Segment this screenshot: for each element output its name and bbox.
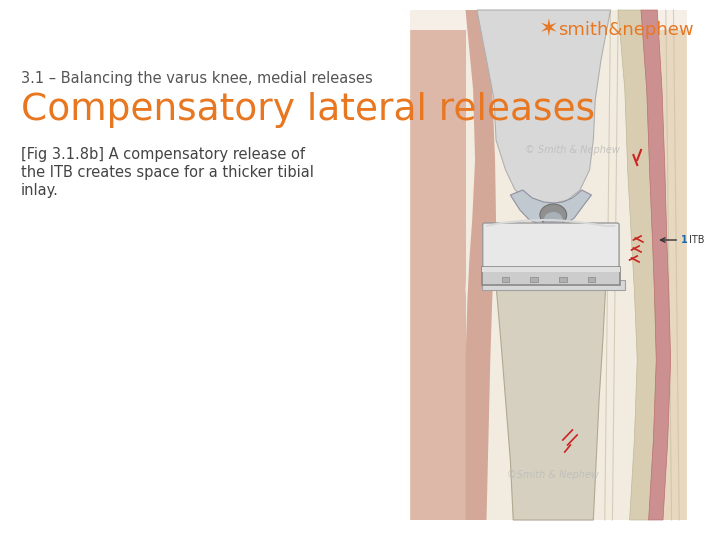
PathPatch shape [487,219,616,227]
Text: the ITB creates space for a thicker tibial: the ITB creates space for a thicker tibi… [21,165,314,180]
Text: ITB: ITB [689,235,704,245]
Text: 3.1 – Balancing the varus knee, medial releases: 3.1 – Balancing the varus knee, medial r… [21,71,373,85]
Ellipse shape [540,204,567,226]
PathPatch shape [510,190,591,226]
Text: [Fig 3.1.8b] A compensatory release of: [Fig 3.1.8b] A compensatory release of [21,147,305,163]
PathPatch shape [618,10,657,520]
PathPatch shape [466,10,496,520]
FancyBboxPatch shape [588,277,595,282]
Text: ✶: ✶ [539,18,559,42]
FancyBboxPatch shape [559,277,567,282]
Ellipse shape [544,212,563,228]
PathPatch shape [641,30,687,520]
FancyBboxPatch shape [482,267,620,272]
Text: 1: 1 [681,235,688,245]
FancyBboxPatch shape [502,277,509,282]
FancyBboxPatch shape [466,10,652,520]
PathPatch shape [496,285,606,520]
Text: © Smith & Nephew: © Smith & Nephew [525,145,620,155]
FancyBboxPatch shape [482,267,620,285]
FancyBboxPatch shape [482,280,625,290]
Text: ©Smith & Nephew: ©Smith & Nephew [508,470,599,480]
Text: inlay.: inlay. [21,184,59,199]
Text: Compensatory lateral releases: Compensatory lateral releases [21,92,595,128]
FancyBboxPatch shape [482,223,619,269]
PathPatch shape [641,10,670,520]
PathPatch shape [477,10,611,205]
FancyBboxPatch shape [410,10,687,520]
Text: smith&nephew: smith&nephew [558,21,693,39]
FancyBboxPatch shape [531,277,538,282]
PathPatch shape [410,30,477,520]
